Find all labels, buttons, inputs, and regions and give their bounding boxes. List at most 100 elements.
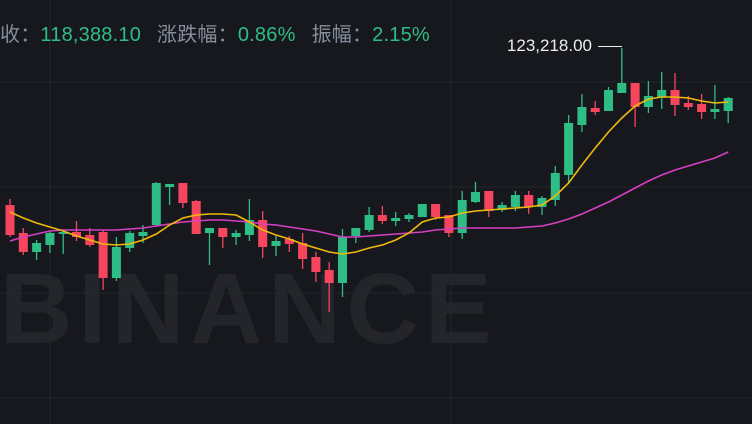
candle-body bbox=[178, 183, 188, 203]
candle bbox=[205, 228, 214, 265]
candle-body bbox=[231, 233, 241, 237]
candle-body bbox=[564, 123, 574, 175]
candle-body bbox=[524, 195, 534, 207]
max-price-label: 123,218.00 bbox=[506, 36, 592, 55]
candle-body bbox=[284, 239, 294, 244]
candle-body bbox=[58, 232, 68, 234]
candle bbox=[72, 221, 81, 241]
candles bbox=[5, 48, 733, 312]
candle bbox=[417, 204, 427, 217]
candle-body bbox=[258, 220, 268, 247]
close-value: 118,388.10 bbox=[40, 24, 142, 46]
candle bbox=[18, 228, 28, 255]
candle bbox=[45, 232, 55, 253]
candle-body bbox=[311, 257, 321, 272]
candle bbox=[298, 233, 308, 269]
amplitude-label: 振幅： bbox=[311, 24, 373, 46]
candle-body bbox=[604, 90, 613, 111]
candle-body bbox=[550, 173, 560, 200]
candle-body bbox=[218, 228, 228, 237]
binance-watermark: BINANCE bbox=[0, 253, 498, 365]
candle-body bbox=[364, 215, 374, 230]
candle bbox=[590, 101, 600, 115]
candle bbox=[710, 85, 720, 119]
max-price-marker bbox=[598, 46, 622, 47]
candle bbox=[444, 215, 454, 237]
candle-body bbox=[630, 83, 640, 107]
candle bbox=[338, 229, 347, 297]
ma-short-line bbox=[9, 96, 729, 255]
candle bbox=[497, 202, 507, 212]
candle-body bbox=[165, 184, 175, 187]
candle-body bbox=[457, 200, 467, 233]
candle bbox=[564, 115, 574, 183]
candle-body bbox=[244, 220, 254, 235]
candle bbox=[178, 183, 188, 208]
candle-body bbox=[377, 215, 387, 221]
candle-body bbox=[404, 215, 414, 219]
candle bbox=[111, 237, 121, 281]
candle bbox=[697, 94, 707, 119]
candle-body bbox=[431, 204, 441, 217]
candle-body bbox=[18, 233, 28, 252]
candle bbox=[351, 228, 361, 243]
candle-body bbox=[98, 232, 108, 278]
candle bbox=[58, 230, 68, 254]
candle bbox=[643, 81, 653, 113]
candle-body bbox=[271, 241, 281, 246]
candle bbox=[244, 199, 254, 241]
close-label: 收： bbox=[0, 24, 41, 46]
candle-body bbox=[657, 90, 667, 97]
candle-body bbox=[111, 247, 121, 278]
candle bbox=[630, 83, 640, 127]
candle-body bbox=[444, 215, 454, 233]
candle bbox=[5, 199, 15, 237]
candle bbox=[271, 236, 281, 256]
candle bbox=[125, 231, 135, 252]
candle bbox=[577, 94, 587, 132]
candle bbox=[85, 228, 95, 247]
candle bbox=[657, 72, 667, 109]
ma-long-line bbox=[9, 151, 729, 242]
candle bbox=[457, 191, 467, 239]
candle-body bbox=[577, 107, 587, 125]
candle bbox=[218, 228, 228, 248]
candle-body bbox=[683, 103, 693, 107]
change-value: 0.86% bbox=[237, 24, 296, 46]
candle-body bbox=[391, 218, 401, 221]
candle-body bbox=[298, 243, 308, 259]
candle bbox=[364, 207, 374, 232]
candle-body bbox=[723, 98, 733, 111]
candle-body bbox=[138, 232, 148, 236]
candle bbox=[524, 191, 534, 214]
candle-body bbox=[351, 228, 361, 236]
candle-body bbox=[617, 83, 627, 93]
candle bbox=[151, 182, 161, 226]
candle-body bbox=[191, 201, 201, 234]
candle bbox=[471, 182, 480, 203]
candle bbox=[377, 206, 387, 224]
ohlc-header: 收：118,388.10 涨跌幅：0.86% 振幅：2.15% bbox=[0, 18, 446, 47]
candle-body bbox=[710, 109, 720, 112]
candle bbox=[98, 230, 108, 290]
candle-body bbox=[471, 192, 480, 202]
candle bbox=[723, 97, 733, 123]
candle-body bbox=[205, 228, 214, 233]
candle-body bbox=[151, 183, 161, 225]
candle-body bbox=[497, 205, 507, 210]
candle-body bbox=[125, 233, 135, 248]
candle bbox=[391, 212, 401, 226]
candle-body bbox=[72, 232, 81, 237]
candle bbox=[191, 200, 201, 234]
candle-body bbox=[643, 96, 653, 107]
candle bbox=[311, 252, 321, 282]
candle bbox=[258, 211, 268, 258]
candle bbox=[617, 48, 627, 93]
candle-body bbox=[45, 233, 55, 245]
candle-body bbox=[537, 198, 547, 207]
candle bbox=[550, 166, 560, 206]
amplitude-value: 2.15% bbox=[372, 24, 430, 46]
candle-body bbox=[510, 195, 520, 207]
